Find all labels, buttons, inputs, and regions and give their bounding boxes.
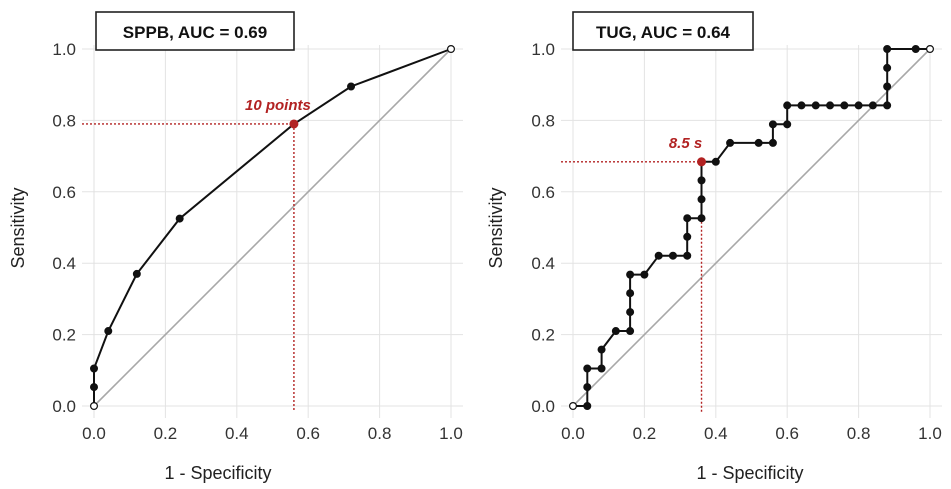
right-title-box — [572, 11, 754, 51]
right-roc-point — [668, 251, 677, 260]
left-roc-point — [89, 402, 98, 411]
left-roc-point — [447, 44, 456, 53]
right-roc-point — [697, 214, 706, 223]
left-cutoff-point — [289, 119, 299, 129]
right-cutoff-guides — [561, 161, 703, 412]
right-y-tick-label: 0.8 — [531, 111, 555, 130]
right-roc-point — [568, 402, 577, 411]
right-roc-point — [583, 402, 592, 411]
right-y-tick-label: 0.4 — [531, 254, 555, 273]
right-roc-point — [611, 327, 620, 336]
right-roc-point — [697, 176, 706, 185]
right-y-tick-label: 1.0 — [531, 40, 555, 59]
left-title-box — [95, 11, 295, 51]
right-roc-point — [925, 44, 934, 53]
left-y-tick-label: 0.2 — [52, 326, 76, 345]
right-roc-point — [626, 327, 635, 336]
right-roc-point — [683, 232, 692, 241]
right-y-tick-label: 0.0 — [531, 397, 555, 416]
right-roc-point — [768, 138, 777, 147]
right-roc-point — [754, 138, 763, 147]
right-roc-point — [883, 101, 892, 110]
right-y-tick-label: 0.6 — [531, 183, 555, 202]
right-roc-point — [654, 251, 663, 260]
left-y-tick-label: 0.8 — [52, 111, 76, 130]
right-roc-point — [783, 120, 792, 129]
right-x-tick-label: 0.8 — [847, 424, 871, 443]
right-roc-point — [840, 101, 849, 110]
left-x-tick-label: 0.6 — [296, 424, 320, 443]
left-cutoff-guides — [82, 123, 295, 412]
left-x-tick-label: 0.2 — [154, 424, 178, 443]
right-roc-point — [711, 157, 720, 166]
right-roc-point — [626, 308, 635, 317]
right-roc-point — [597, 345, 606, 354]
right-roc-point — [826, 101, 835, 110]
right-x-tick-label: 0.6 — [775, 424, 799, 443]
left-roc-point — [175, 214, 184, 223]
left-chance-diagonal — [93, 48, 452, 407]
left-x-axis-title: 1 - Specificity — [164, 463, 271, 483]
right-cutoff-point — [697, 157, 707, 167]
left-x-tick-label: 0.0 — [82, 424, 106, 443]
right-roc-point — [868, 101, 877, 110]
right-x-tick-label: 0.4 — [704, 424, 728, 443]
right-roc-point — [911, 44, 920, 53]
right-y-axis-title: Sensitivity — [486, 187, 506, 268]
right-roc-point — [626, 289, 635, 298]
right-x-tick-label: 0.0 — [561, 424, 585, 443]
right-x-tick-label: 1.0 — [918, 424, 942, 443]
right-chart-panel: 0.0 0.2 0.4 0.6 0.8 1.0 0.0 0.2 0.4 0.6 0.8 1.0 8.… — [486, 11, 942, 483]
right-roc-points — [568, 44, 934, 411]
left-plot-area — [80, 14, 464, 432]
left-roc-point — [89, 383, 98, 392]
right-y-tick-labels: 0.0 0.2 0.4 0.6 0.8 1.0 — [531, 40, 555, 416]
right-cutoff-label: 8.5 s — [669, 135, 702, 152]
right-roc-point — [683, 214, 692, 223]
right-grid — [561, 45, 942, 418]
left-y-tick-label: 0.6 — [52, 183, 76, 202]
right-x-tick-labels: 0.0 0.2 0.4 0.6 0.8 1.0 — [561, 424, 942, 443]
left-roc-point — [347, 82, 356, 91]
right-roc-point — [883, 44, 892, 53]
left-y-tick-label: 0.4 — [52, 254, 76, 273]
right-chance-diagonal — [572, 48, 931, 407]
right-roc-point — [783, 101, 792, 110]
right-roc-point — [726, 138, 735, 147]
right-roc-point — [768, 120, 777, 129]
right-roc-curve — [573, 48, 930, 407]
left-roc-points — [89, 44, 456, 411]
left-y-tick-label: 1.0 — [52, 40, 76, 59]
right-roc-point — [797, 101, 806, 110]
left-y-axis-title: Sensitivity — [8, 187, 28, 268]
right-roc-point — [883, 63, 892, 72]
left-x-tick-label: 0.4 — [225, 424, 249, 443]
right-roc-point — [597, 364, 606, 373]
left-chart-panel: 0.0 0.2 0.4 0.6 0.8 1.0 0.0 0.2 0.4 0.6 0.8 1.0 10… — [8, 11, 464, 483]
right-y-tick-label: 0.2 — [531, 326, 555, 345]
right-roc-point — [583, 364, 592, 373]
left-roc-point — [89, 364, 98, 373]
left-y-tick-label: 0.0 — [52, 397, 76, 416]
right-x-axis-title: 1 - Specificity — [696, 463, 803, 483]
right-x-tick-label: 0.2 — [633, 424, 657, 443]
right-roc-point — [811, 101, 820, 110]
right-roc-point — [626, 270, 635, 279]
right-roc-point — [854, 101, 863, 110]
left-roc-point — [132, 269, 141, 278]
left-cutoff-label: 10 points — [245, 97, 311, 114]
right-roc-point — [640, 270, 649, 279]
right-roc-point — [583, 383, 592, 392]
left-y-tick-labels: 0.0 0.2 0.4 0.6 0.8 1.0 — [52, 40, 76, 416]
left-x-tick-labels: 0.0 0.2 0.4 0.6 0.8 1.0 — [82, 424, 463, 443]
left-x-tick-label: 1.0 — [439, 424, 463, 443]
right-roc-point — [697, 195, 706, 204]
right-chart-title: TUG, AUC = 0.64 — [596, 23, 731, 42]
left-x-tick-label: 0.8 — [368, 424, 392, 443]
right-roc-point — [683, 251, 692, 260]
left-chart-title: SPPB, AUC = 0.69 — [123, 23, 267, 42]
right-roc-point — [883, 82, 892, 91]
left-roc-point — [104, 327, 113, 336]
